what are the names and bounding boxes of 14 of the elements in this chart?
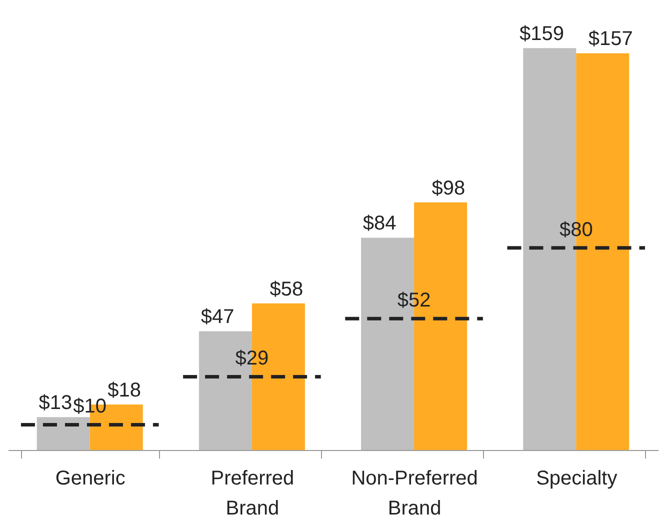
data-label: $157 <box>588 28 633 50</box>
x-tick-label: Preferred Brand <box>210 468 294 520</box>
bar <box>36 417 90 450</box>
data-label: $159 <box>519 23 564 46</box>
ref-line-label: $10 <box>73 396 107 418</box>
data-label: $13 <box>38 392 72 414</box>
data-label: $84 <box>362 212 396 235</box>
data-label: $18 <box>108 380 141 402</box>
data-label: $47 <box>200 306 234 328</box>
x-tick-label: Specialty <box>536 468 618 490</box>
x-tick-label: Non-Preferred Brand <box>351 468 478 520</box>
data-label: $58 <box>270 278 304 300</box>
x-tick-label: Generic <box>55 468 126 490</box>
data-label: $98 <box>432 177 466 200</box>
